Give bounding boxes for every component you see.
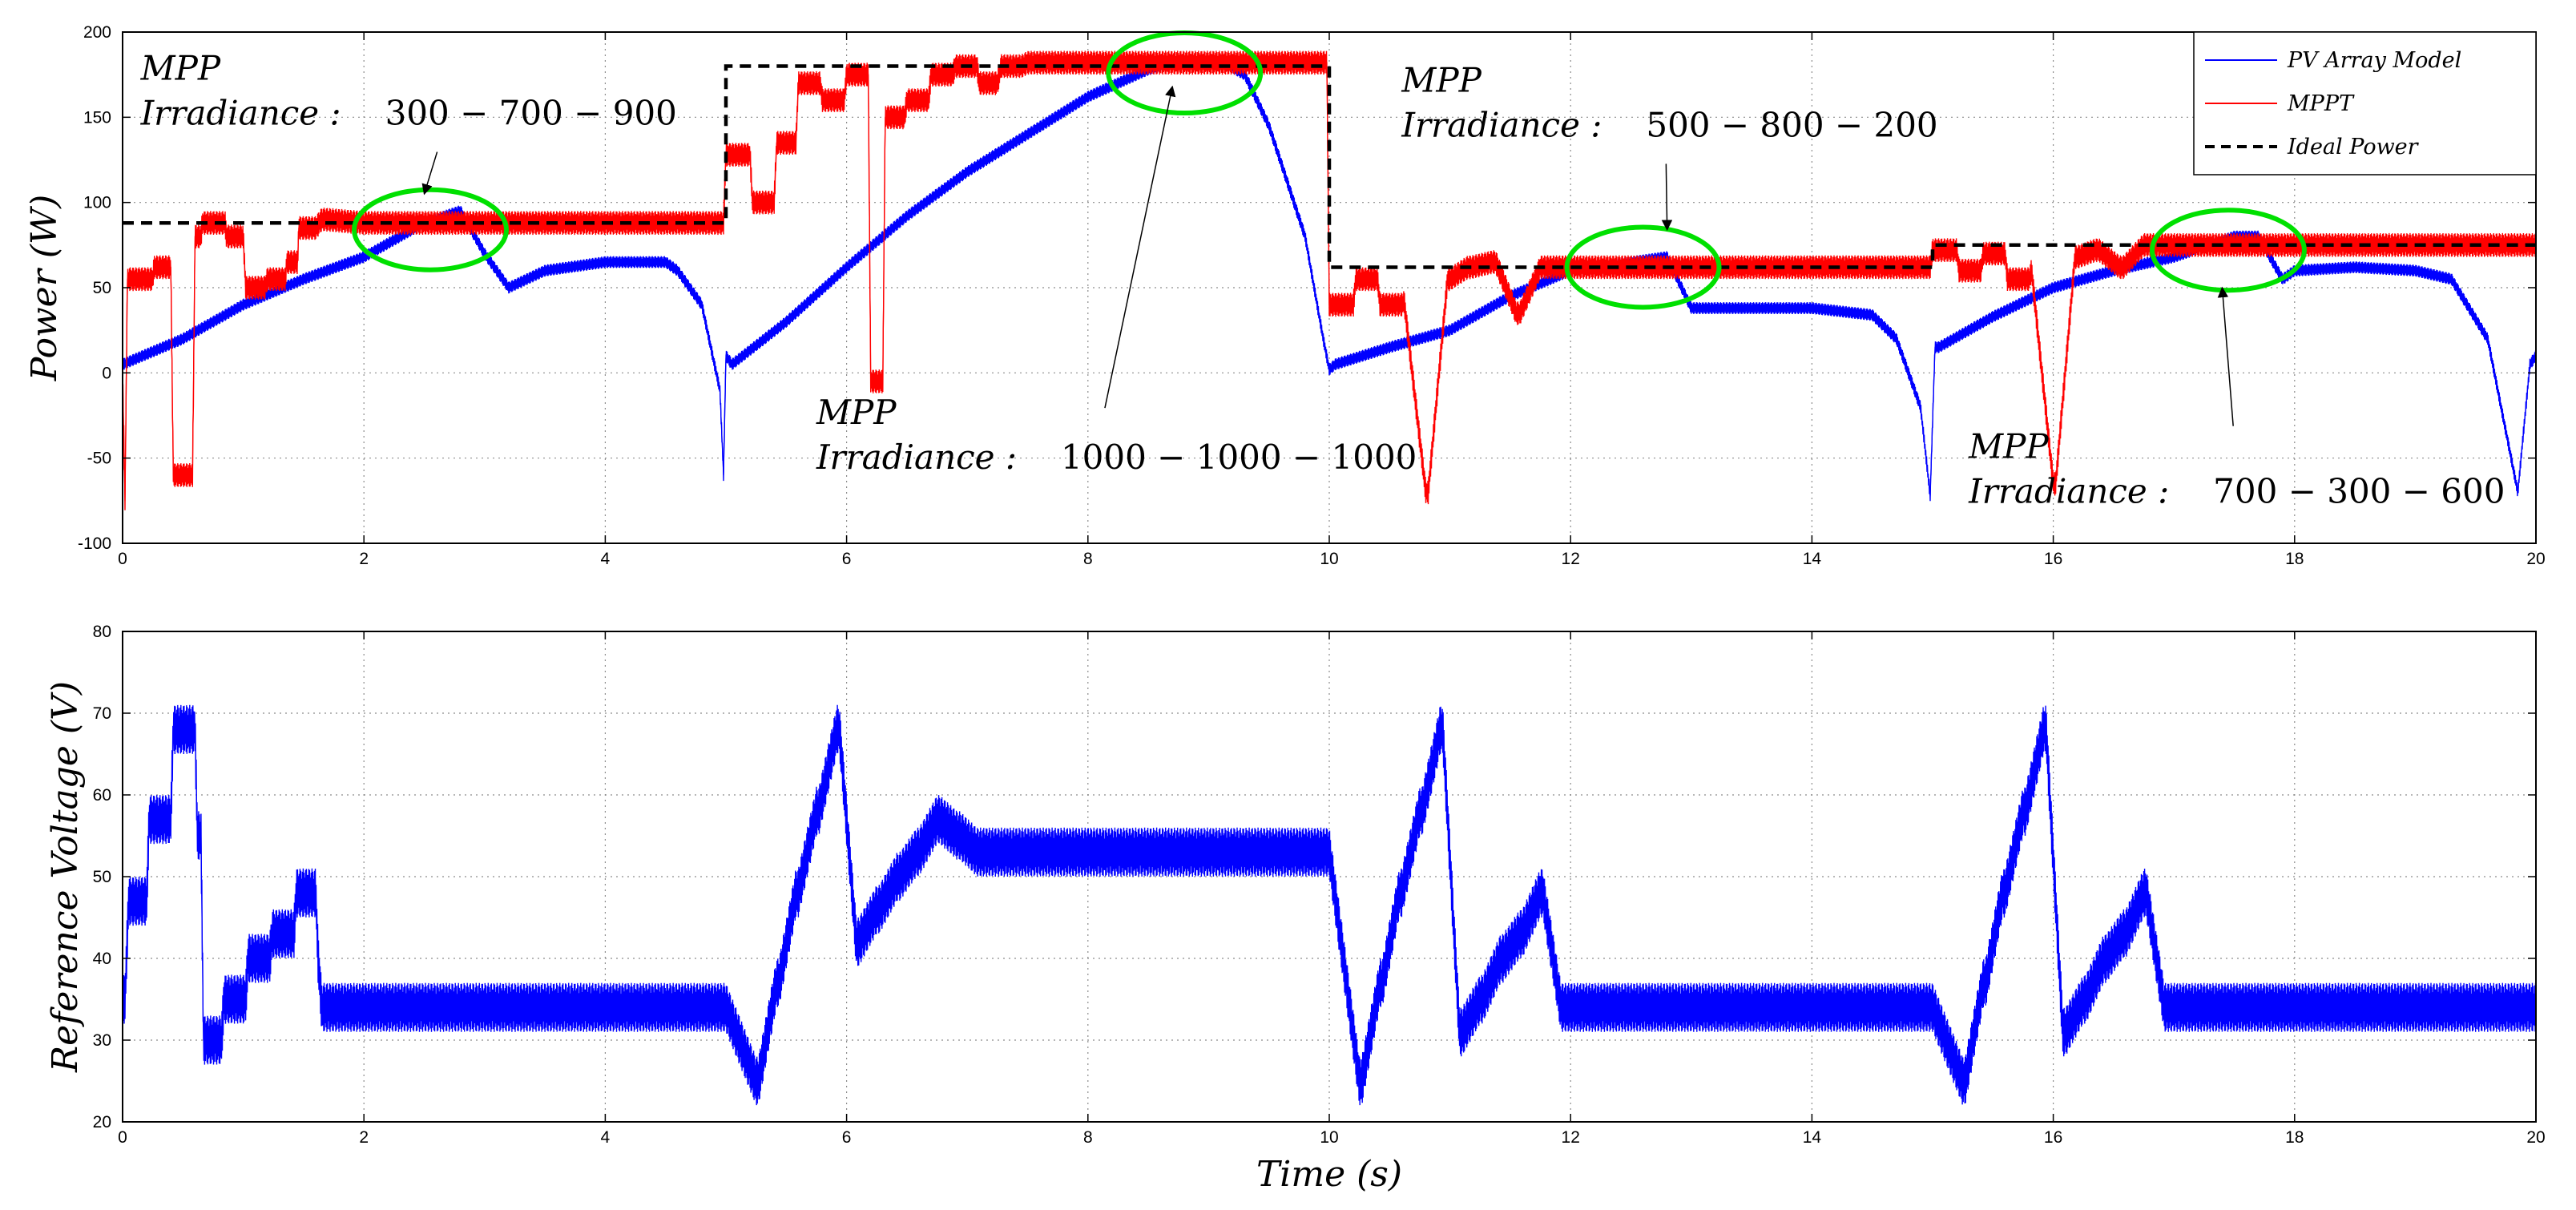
- power-series-mppt: [123, 50, 2536, 510]
- voltage-x-tick-label: 0: [118, 1128, 127, 1147]
- mpp-annotation-arrow: [1104, 85, 1176, 409]
- mpp-annotation-a4: MPP Irradiance : 700 − 300 − 600: [1968, 286, 2505, 511]
- voltage-x-tick-label: 10: [1320, 1128, 1338, 1147]
- voltage-x-tick-label: 14: [1803, 1128, 1822, 1147]
- mpp-annotation-irradiance-value: 1000 − 1000 − 1000: [1061, 438, 1417, 477]
- mpp-annotation-a3: MPP Irradiance : 500 − 800 − 200: [1401, 60, 1938, 232]
- voltage-ticks: 0 2 4 6 8 10 12 14 16 18 20 20 30 40 50 60 70 80: [93, 623, 2546, 1147]
- voltage-x-tick-label: 18: [2285, 1128, 2304, 1147]
- mpp-highlight-ellipse: [1106, 30, 1264, 116]
- power-x-tick-label: 2: [359, 550, 369, 568]
- mpp-annotation-irradiance-value: 500 − 800 − 200: [1646, 105, 1937, 144]
- power-x-tick-label: 20: [2526, 550, 2545, 568]
- voltage-x-tick-label: 2: [359, 1128, 369, 1147]
- power-x-tick-label: 8: [1083, 550, 1093, 568]
- mpp-annotation-irradiance-value: 300 − 700 − 900: [385, 94, 677, 133]
- voltage-series-reference-voltage: [123, 704, 2536, 1106]
- mpp-annotation-irradiance-label: Irradiance :: [1968, 472, 2169, 511]
- power-x-tick-label: 18: [2285, 550, 2304, 568]
- power-x-tick-label: 12: [1562, 550, 1580, 568]
- mpp-annotation-arrow: [1661, 163, 1673, 232]
- voltage-x-tick-label: 8: [1083, 1128, 1093, 1147]
- legend-label-mppt: MPPT: [2287, 91, 2355, 116]
- voltage-y-tick-label: 80: [93, 623, 111, 641]
- voltage-y-axis-label: Reference Voltage (V): [45, 681, 86, 1073]
- power-x-tick-label: 14: [1803, 550, 1822, 568]
- power-x-tick-label: 0: [118, 550, 127, 568]
- power-y-tick-label: 50: [93, 279, 111, 297]
- voltage-x-tick-label: 12: [1562, 1128, 1580, 1147]
- power-series-pv-array-model: [123, 54, 2536, 502]
- power-y-axis-label: Power (W): [24, 195, 65, 382]
- mpp-annotation-a2: MPP Irradiance : 1000 − 1000 − 1000: [816, 85, 1417, 477]
- voltage-y-tick-label: 70: [93, 704, 111, 723]
- voltage-x-tick-label: 16: [2044, 1128, 2062, 1147]
- voltage-x-tick-label: 6: [842, 1128, 852, 1147]
- voltage-y-tick-label: 40: [93, 950, 111, 968]
- power-x-tick-label: 6: [842, 550, 852, 568]
- mpp-annotation-irradiance-value: 700 − 300 − 600: [2213, 472, 2505, 511]
- voltage-series-reference-voltage-backbone: [123, 728, 2536, 1082]
- mpp-annotation-irradiance-label: Irradiance :: [816, 438, 1017, 477]
- mpp-annotation-a1: MPP Irradiance : 300 − 700 − 900: [140, 49, 677, 196]
- power-y-tick-label: -100: [78, 534, 111, 553]
- voltage-y-tick-label: 50: [93, 868, 111, 886]
- mpp-annotation-arrow: [421, 151, 438, 196]
- mpp-annotation-title: MPP: [1968, 427, 2049, 466]
- time-x-axis-label: Time (s): [1256, 1154, 1402, 1195]
- power-series-mppt-backbone: [123, 62, 2536, 501]
- mpp-annotation-title: MPP: [1401, 60, 1482, 99]
- mpp-annotation-title: MPP: [816, 393, 897, 432]
- legend: PV Array Model MPPT Ideal Power: [2193, 31, 2537, 175]
- voltage-y-tick-label: 60: [93, 786, 111, 805]
- power-annotations: MPP Irradiance : 300 − 700 − 900 MPP Irradia…: [140, 49, 2505, 511]
- voltage-y-tick-label: 20: [93, 1113, 111, 1131]
- voltage-plot: 0 2 4 6 8 10 12 14 16 18 20 20 30 40 50 60 70 80 Referenc…: [45, 623, 2546, 1195]
- power-y-tick-label: 100: [83, 194, 111, 212]
- mpp-highlight-ellipse: [1564, 224, 1722, 310]
- power-series-group: [123, 50, 2536, 510]
- power-y-tick-label: -50: [87, 450, 111, 468]
- power-series-ideal-power: [123, 64, 2536, 269]
- mpp-annotation-irradiance-label: Irradiance :: [140, 94, 341, 133]
- legend-label-pv-array-model: PV Array Model: [2287, 48, 2461, 73]
- power-y-tick-label: 0: [102, 364, 111, 382]
- power-y-tick-label: 150: [83, 108, 111, 127]
- voltage-grid: [123, 631, 2536, 1122]
- power-plot: 0 2 4 6 8 10 12 14 16 18 20 -100 -50 0 50 100 150 200 Pow…: [24, 23, 2546, 568]
- power-ticks: 0 2 4 6 8 10 12 14 16 18 20 -100 -50 0 50 100 150 200: [78, 23, 2546, 568]
- power-x-tick-label: 4: [601, 550, 611, 568]
- mpp-annotation-irradiance-label: Irradiance :: [1401, 105, 1602, 144]
- power-y-tick-label: 200: [83, 23, 111, 42]
- power-x-tick-label: 10: [1320, 550, 1338, 568]
- voltage-x-tick-label: 4: [601, 1128, 611, 1147]
- voltage-x-tick-label: 20: [2526, 1128, 2545, 1147]
- voltage-series-group: [123, 704, 2536, 1106]
- mpp-annotation-title: MPP: [140, 49, 221, 88]
- legend-label-ideal-power: Ideal Power: [2287, 135, 2420, 159]
- power-x-tick-label: 16: [2044, 550, 2062, 568]
- mpp-annotation-arrow: [2217, 286, 2234, 426]
- voltage-y-tick-label: 30: [93, 1031, 111, 1050]
